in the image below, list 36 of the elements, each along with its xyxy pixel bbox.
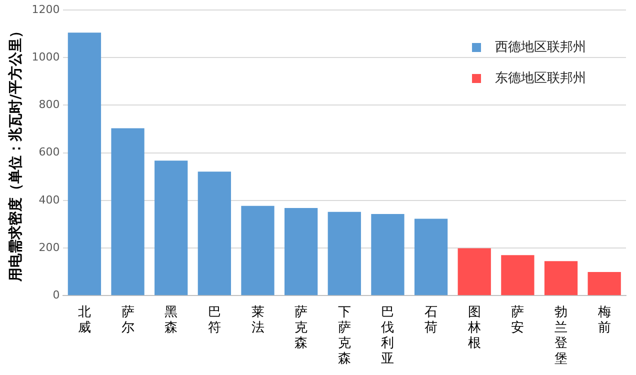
bar — [241, 206, 274, 296]
bar — [588, 272, 621, 296]
x-tick-label: 图林根 — [466, 304, 481, 351]
x-tick-label: 黑森 — [164, 304, 178, 336]
x-tick-label: 巴伐利亚 — [381, 304, 394, 367]
bar — [544, 261, 578, 296]
x-tick-label: 下萨克森 — [338, 304, 351, 367]
legend-label: 西德地区联邦州 — [495, 39, 586, 56]
bar — [328, 212, 361, 296]
x-tick-label: 北威 — [78, 304, 91, 336]
y-tick-label: 200 — [38, 240, 60, 254]
x-tick-label: 萨尔 — [121, 304, 134, 336]
bar — [371, 214, 404, 296]
x-tick-label: 萨安 — [511, 304, 524, 336]
y-tick-label: 600 — [38, 146, 60, 159]
bar — [501, 255, 534, 296]
x-tick-label: 石荷 — [424, 304, 438, 336]
bar — [111, 128, 144, 296]
bar — [284, 208, 318, 296]
y-axis-title: 用电需求密度（单位：兆瓦时/平方公里） — [7, 24, 24, 282]
bar — [414, 218, 448, 296]
x-tick-label: 梅前 — [596, 304, 611, 336]
x-tick-label: 巴符 — [208, 304, 221, 336]
bar — [154, 160, 188, 296]
y-tick-label: 400 — [38, 193, 60, 206]
y-tick-label: 0 — [52, 288, 60, 302]
x-tick-label: 萨克森 — [294, 304, 308, 351]
y-tick-label: 1000 — [32, 50, 60, 64]
x-tick-label: 莱法 — [251, 304, 264, 336]
bar — [68, 32, 102, 296]
x-tick-label: 勃兰登堡 — [554, 304, 568, 367]
legend-label: 东德地区联邦州 — [495, 70, 586, 87]
y-tick-label: 800 — [38, 98, 60, 112]
bar — [458, 248, 491, 296]
y-tick-label: 1200 — [32, 2, 60, 16]
bar — [198, 172, 231, 296]
